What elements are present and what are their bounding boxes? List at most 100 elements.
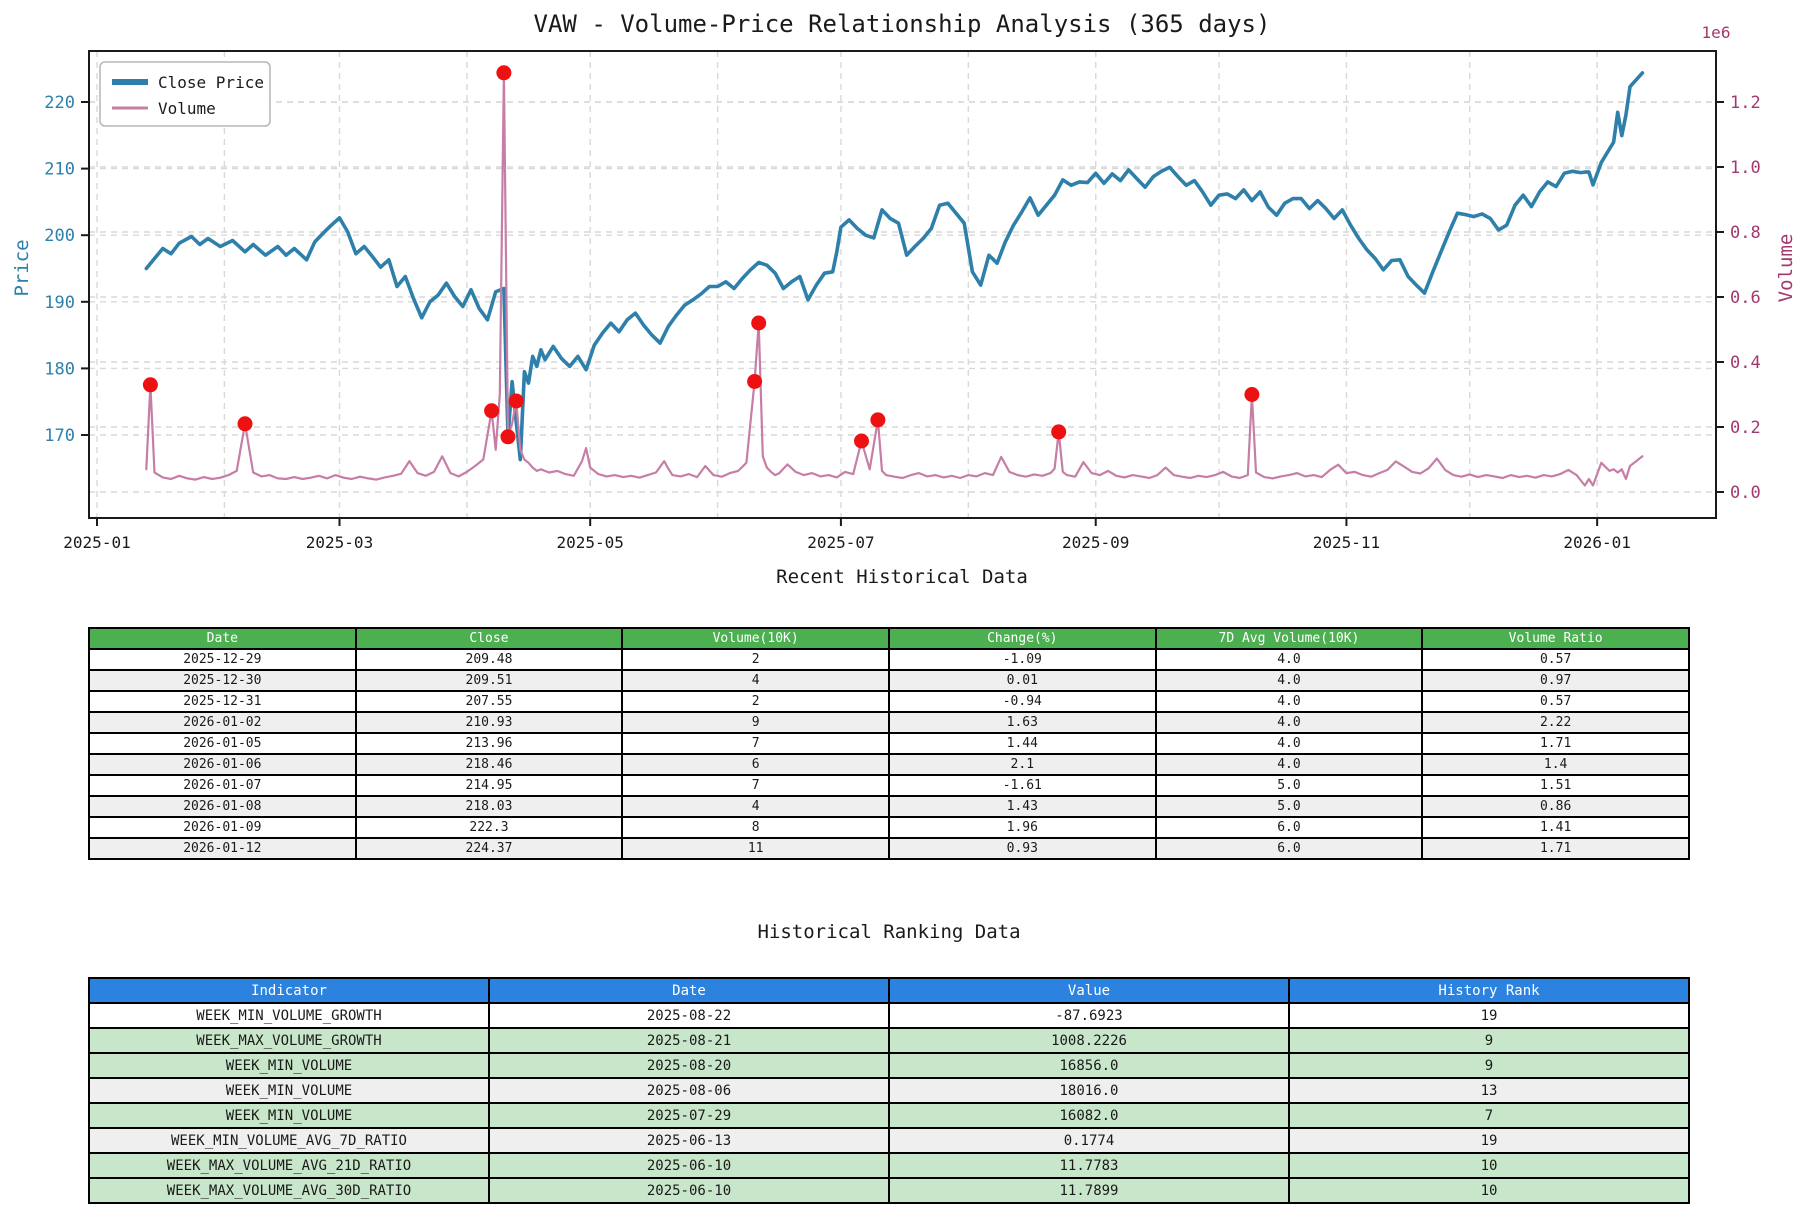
volume-marker-dot bbox=[1244, 387, 1260, 402]
recent-table-cell: 2026-01-02 bbox=[88, 711, 357, 734]
ranking-table-cell: 2025-08-22 bbox=[488, 1002, 890, 1029]
recent-table-cell: 2025-12-30 bbox=[88, 669, 357, 692]
ranking-table-header-cell: Value bbox=[888, 977, 1290, 1004]
date-tick-label: 2025-09 bbox=[1062, 533, 1129, 552]
recent-table-cell: 1.41 bbox=[1421, 816, 1690, 839]
recent-table-cell: 213.96 bbox=[354, 732, 624, 755]
recent-table-cell: 209.48 bbox=[354, 648, 624, 671]
ranking-table-title: Historical Ranking Data bbox=[757, 921, 1021, 943]
recent-table-cell: 210.93 bbox=[354, 711, 624, 734]
recent-table-cell: 2026-01-08 bbox=[88, 795, 357, 818]
recent-table-cell: 2.1 bbox=[887, 753, 1157, 776]
recent-table-cell: 224.37 bbox=[354, 837, 624, 860]
recent-table-header-cell: 7D Avg Volume(10K) bbox=[1154, 627, 1424, 650]
ranking-table-cell: WEEK_MAX_VOLUME_AVG_30D_RATIO bbox=[88, 1177, 490, 1204]
recent-table-cell: 4 bbox=[621, 795, 890, 818]
recent-table-cell: 218.03 bbox=[354, 795, 624, 818]
close-price-line bbox=[144, 71, 1645, 462]
ranking-table-cell: 10 bbox=[1288, 1152, 1690, 1179]
ranking-table-cell: WEEK_MIN_VOLUME_AVG_7D_RATIO bbox=[88, 1127, 490, 1154]
recent-table-row: 2026-01-02 210.93 9 1.63 4.0 2.22 bbox=[88, 711, 1690, 734]
ranking-table-cell: -87.6923 bbox=[888, 1002, 1290, 1029]
legend-box bbox=[99, 61, 271, 127]
recent-table-cell: 9 bbox=[621, 711, 890, 734]
volume-tick-label: 0.4 bbox=[1730, 353, 1761, 373]
recent-table-cell: 4.0 bbox=[1154, 732, 1424, 755]
recent-table-cell: 11 bbox=[621, 837, 890, 860]
volume-tick-label: 1.2 bbox=[1730, 93, 1761, 113]
volume-marker-dot bbox=[496, 65, 512, 81]
recent-table-cell: 5.0 bbox=[1154, 795, 1424, 818]
recent-table-cell: 4.0 bbox=[1154, 753, 1424, 776]
price-tick-label: 200 bbox=[44, 226, 75, 246]
volume-tick-label: 0.2 bbox=[1730, 418, 1761, 438]
recent-table-cell: 5.0 bbox=[1154, 774, 1424, 797]
recent-table-row: 2026-01-07 214.95 7 -1.61 5.0 1.51 bbox=[88, 774, 1690, 797]
volume-tick-label: 0.6 bbox=[1730, 288, 1761, 308]
ranking-table-cell: WEEK_MIN_VOLUME bbox=[88, 1077, 490, 1104]
volume-axis-multiplier: 1e6 bbox=[1702, 23, 1731, 42]
recent-table-cell: 7 bbox=[621, 774, 890, 797]
recent-table-cell: 1.44 bbox=[887, 732, 1157, 755]
recent-table-header-cell: Date bbox=[88, 627, 357, 650]
recent-table-cell: 2025-12-29 bbox=[88, 648, 357, 671]
recent-table-cell: 2026-01-09 bbox=[88, 816, 357, 839]
ranking-table-row: WEEK_MIN_VOLUME 2025-07-29 16082.0 7 bbox=[88, 1102, 1690, 1129]
recent-table-cell: 2026-01-05 bbox=[88, 732, 357, 755]
recent-table-cell: 1.4 bbox=[1421, 753, 1690, 776]
ranking-table-cell: 2025-08-20 bbox=[488, 1052, 890, 1079]
date-tick-label: 2026-01 bbox=[1563, 533, 1630, 552]
date-tick-label: 2025-01 bbox=[63, 533, 130, 552]
ranking-table-cell: 2025-08-06 bbox=[488, 1077, 890, 1104]
ranking-table-cell: 1008.2226 bbox=[888, 1027, 1290, 1054]
ranking-table-cell: WEEK_MIN_VOLUME bbox=[88, 1102, 490, 1129]
recent-table-cell: 2.22 bbox=[1421, 711, 1690, 734]
volume-line bbox=[145, 71, 1644, 487]
ranking-table-header-cell: Indicator bbox=[88, 977, 490, 1004]
recent-table-cell: 2025-12-31 bbox=[88, 690, 357, 713]
ranking-table-row: WEEK_MIN_VOLUME 2025-08-20 16856.0 9 bbox=[88, 1052, 1690, 1079]
volume-marker-dot bbox=[142, 377, 158, 393]
recent-table-cell: 1.71 bbox=[1421, 837, 1690, 860]
volume-marker-dot bbox=[484, 403, 500, 419]
recent-table-cell: 1.63 bbox=[887, 711, 1157, 734]
recent-table-cell: -0.94 bbox=[887, 690, 1157, 713]
ranking-table-cell: 9 bbox=[1288, 1052, 1690, 1079]
volume-marker-dot bbox=[237, 416, 253, 432]
recent-table-cell: 2026-01-06 bbox=[88, 753, 357, 776]
recent-table-cell: 2026-01-07 bbox=[88, 774, 357, 797]
ranking-table-cell: 16856.0 bbox=[888, 1052, 1290, 1079]
recent-table-row: 2026-01-12 224.37 11 0.93 6.0 1.71 bbox=[88, 837, 1690, 860]
date-tick-label: 2025-03 bbox=[306, 533, 373, 552]
chart-title: VAW - Volume-Price Relationship Analysis… bbox=[534, 10, 1271, 38]
ranking-table-row: WEEK_MAX_VOLUME_AVG_21D_RATIO 2025-06-10 1… bbox=[88, 1152, 1690, 1179]
volume-price-chart: 170 180 190 200 210 220 0.0 0.2 0.4 0.6 0.8 1.0 1.2 2… bbox=[11, 10, 1797, 588]
recent-table-cell: 4.0 bbox=[1154, 669, 1424, 692]
recent-table-cell: 0.97 bbox=[1421, 669, 1690, 692]
date-tick-label: 2025-11 bbox=[1313, 533, 1380, 552]
grid bbox=[89, 51, 1716, 518]
volume-marker-dot bbox=[508, 393, 524, 409]
volume-marker-dot bbox=[854, 433, 869, 449]
recent-table-cell: 7 bbox=[621, 732, 890, 755]
recent-table-cell: -1.09 bbox=[887, 648, 1157, 671]
recent-table-cell: 0.57 bbox=[1421, 690, 1690, 713]
ranking-table-cell: 13 bbox=[1288, 1077, 1690, 1104]
price-axis-label: Price bbox=[11, 239, 33, 296]
ranking-table-cell: 9 bbox=[1288, 1027, 1690, 1054]
volume-marker-dot bbox=[1051, 424, 1067, 440]
ranking-table-cell: 2025-06-10 bbox=[488, 1152, 890, 1179]
ranking-table-cell: 11.7783 bbox=[888, 1152, 1290, 1179]
recent-table-cell: 209.51 bbox=[354, 669, 624, 692]
ranking-table-cell: 16082.0 bbox=[888, 1102, 1290, 1129]
ranking-table-cell: WEEK_MIN_VOLUME_GROWTH bbox=[88, 1002, 490, 1029]
ranking-table-cell: 19 bbox=[1288, 1002, 1690, 1029]
recent-table-header-cell: Volume Ratio bbox=[1421, 627, 1690, 650]
recent-table-cell: 6 bbox=[621, 753, 890, 776]
ranking-table-cell: 2025-06-13 bbox=[488, 1127, 890, 1154]
recent-table-cell: 6.0 bbox=[1154, 816, 1424, 839]
ranking-table-cell: 2025-08-21 bbox=[488, 1027, 890, 1054]
ranking-table-cell: 10 bbox=[1288, 1177, 1690, 1204]
ranking-table-cell: 7 bbox=[1288, 1102, 1690, 1129]
